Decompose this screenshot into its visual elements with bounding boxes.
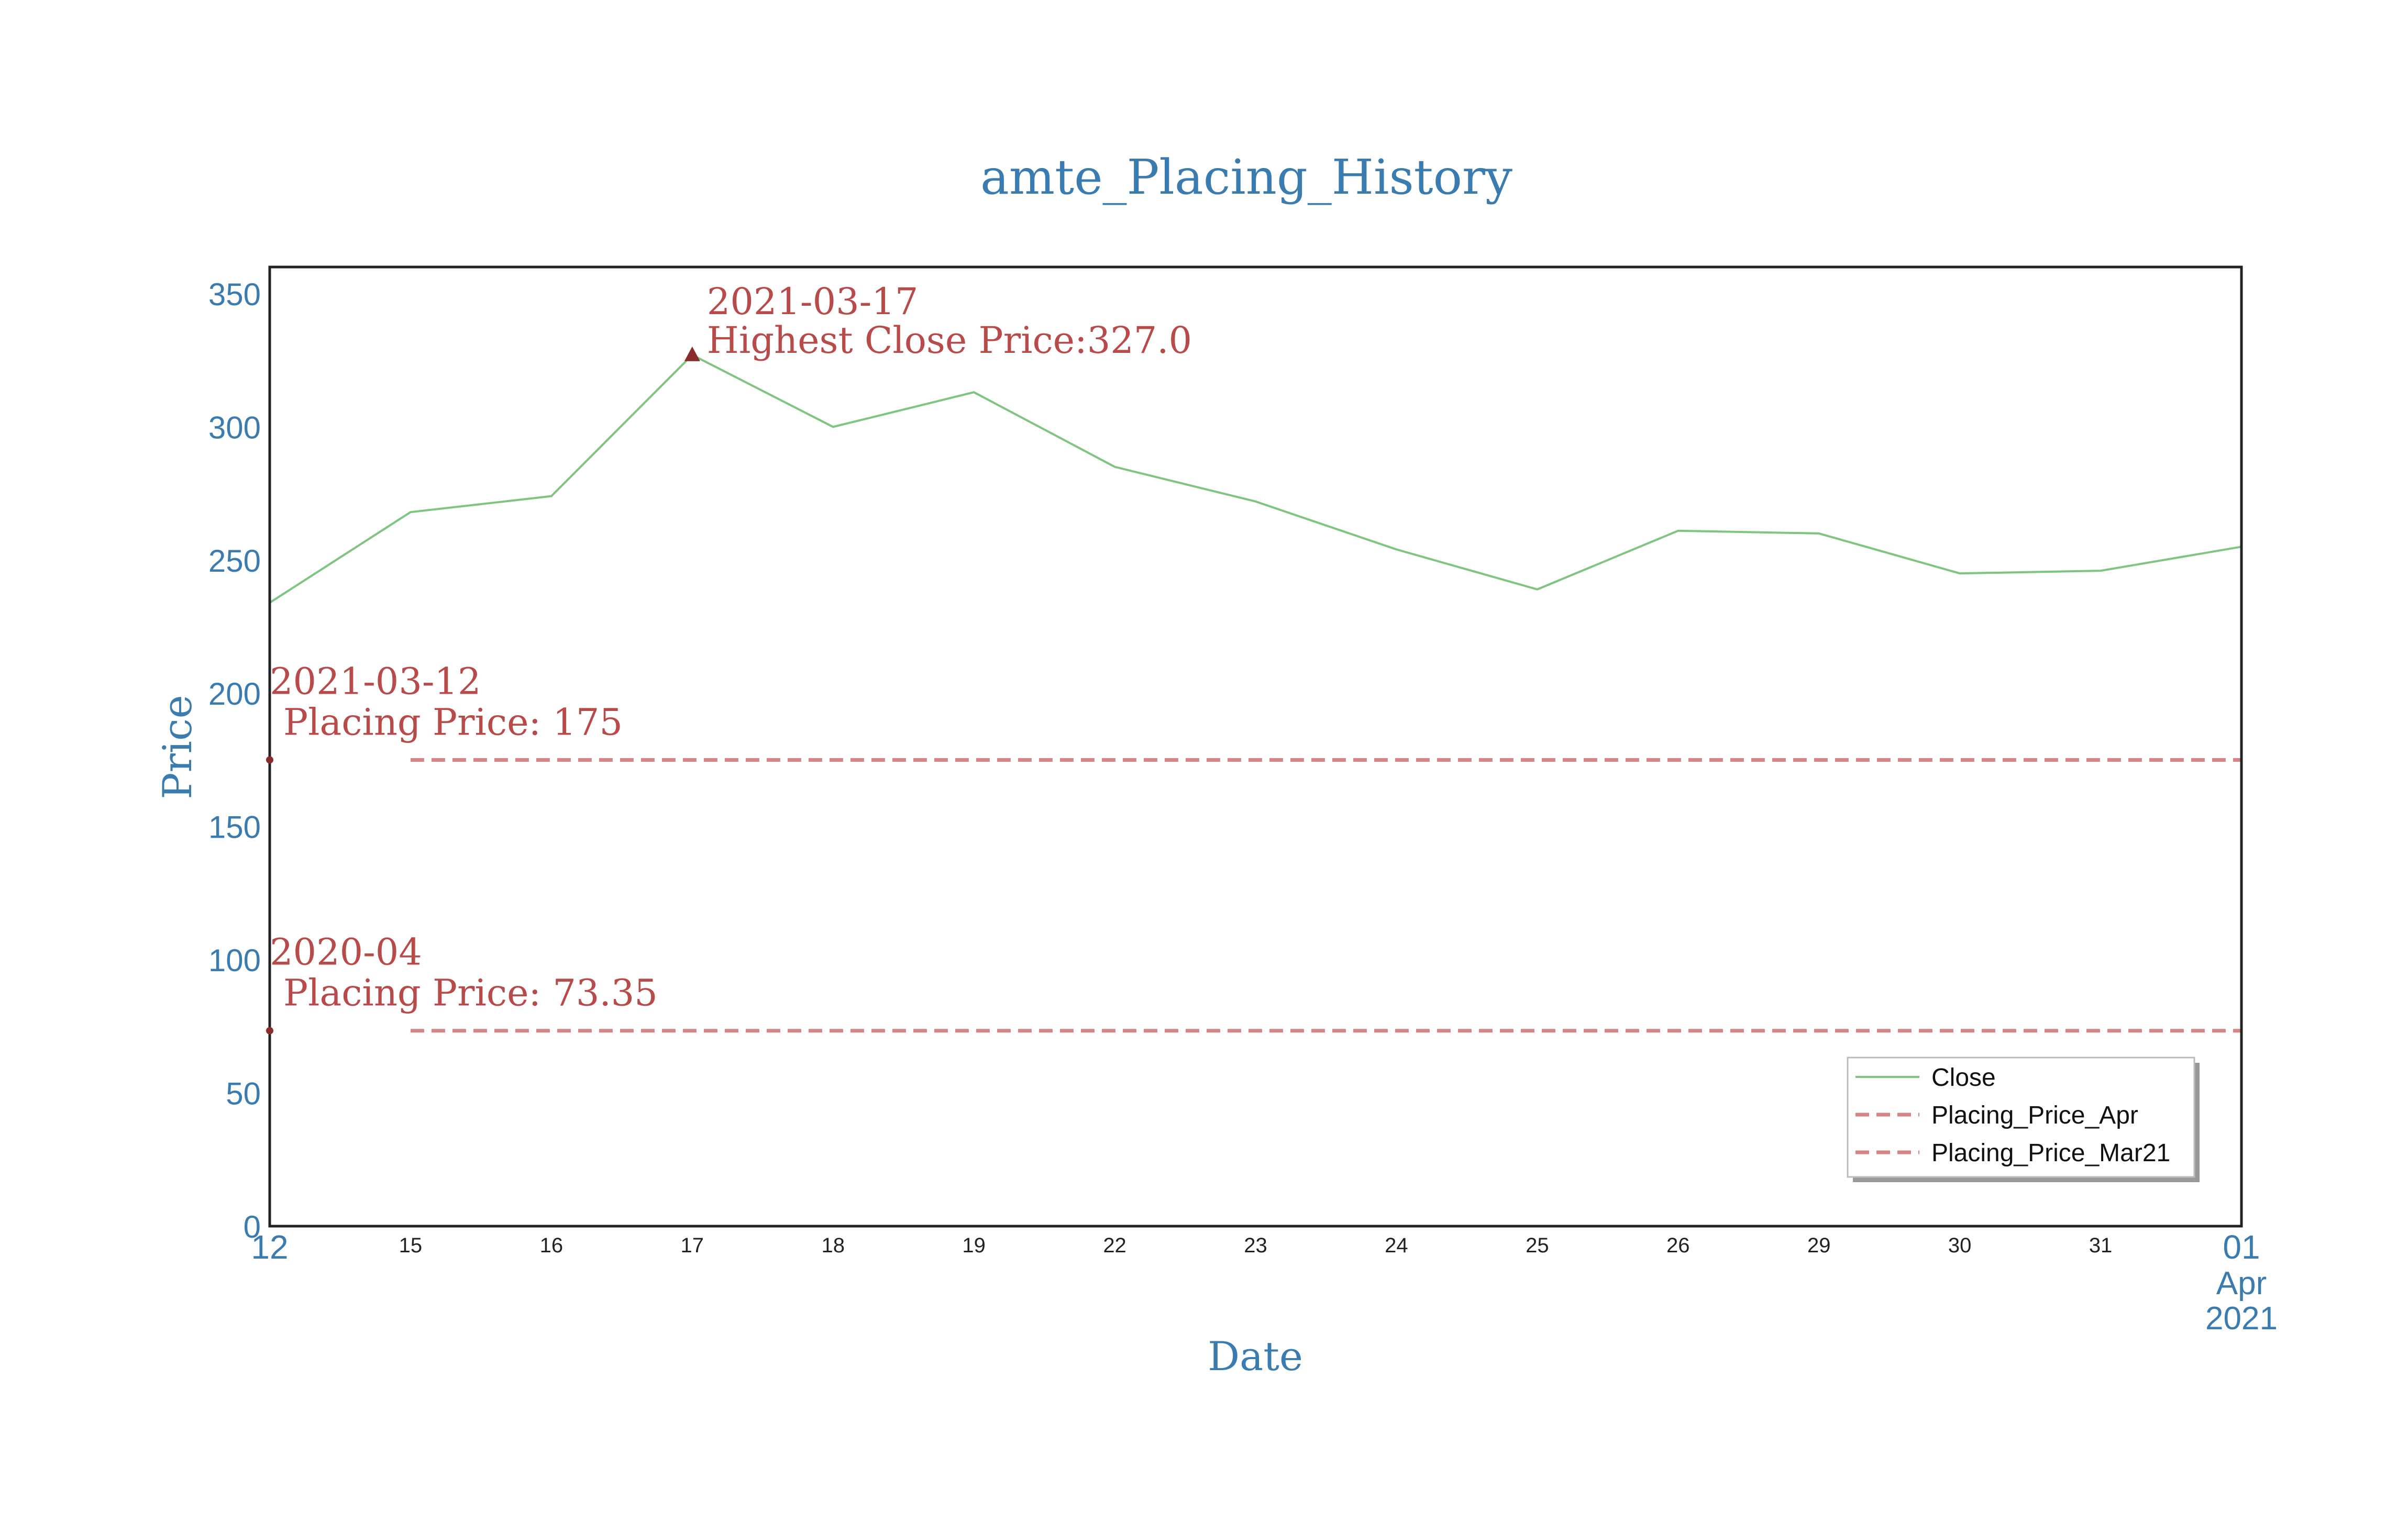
x-tick-label: 25 [1526,1234,1549,1257]
x-tick-label: 29 [1807,1234,1831,1257]
annotation-text: Placing Price: 73.35 [283,972,658,1015]
x-tick-label: Apr [2216,1265,2267,1302]
chart-title: amte_Placing_History [980,149,1512,205]
y-tick-label: 350 [208,277,261,312]
y-axis-title: Price [154,695,201,799]
highest-close-marker [684,346,700,361]
legend: Close Placing_Price_Apr Placing_Price_Mar2… [1847,1057,2200,1182]
x-tick-label: 12 [251,1228,288,1266]
x-tick-label: 19 [962,1234,986,1257]
y-axis-ticks: 0 50 100 150 200 250 300 350 [208,277,261,1244]
series-line-close [269,353,2242,604]
plot-content [269,353,2242,1033]
x-tick-label: 26 [1666,1234,1690,1257]
y-tick-label: 50 [226,1076,261,1111]
x-tick-label: 01 [2223,1228,2260,1266]
x-tick-label: 31 [2089,1234,2113,1257]
annotation-text: Highest Close Price:327.0 [707,319,1192,362]
plot-frame [268,265,2243,1228]
placing-price-marker [266,756,273,764]
legend-label: Placing_Price_Mar21 [1931,1139,2170,1167]
x-tick-label: 15 [399,1234,423,1257]
annotation-text: Placing Price: 175 [283,701,623,743]
y-tick-label: 300 [208,410,261,445]
legend-label: Close [1931,1064,1996,1092]
y-tick-label: 150 [208,810,261,845]
x-tick-label: 24 [1385,1234,1408,1257]
x-tick-label: 30 [1948,1234,1972,1257]
annotation-date: 2020-04 [270,931,422,974]
x-tick-label: 18 [821,1234,845,1257]
annotation-date: 2021-03-17 [707,280,919,323]
x-axis-title: Date [1208,1333,1303,1380]
annotation-date: 2021-03-12 [270,660,481,703]
legend-label: Placing_Price_Apr [1931,1102,2138,1129]
x-tick-label: 23 [1244,1234,1267,1257]
y-tick-label: 0 [244,1209,261,1244]
x-tick-label: 22 [1103,1234,1126,1257]
y-tick-label: 250 [208,543,261,579]
x-tick-label: 2021 [2205,1300,2278,1337]
x-tick-label: 17 [681,1234,704,1257]
legend-entries: Close Placing_Price_Apr Placing_Price_Mar2… [1855,1064,2170,1167]
y-tick-label: 100 [208,943,261,978]
y-tick-label: 200 [208,676,261,712]
x-tick-label: 16 [540,1234,564,1257]
placing-price-marker [266,1027,273,1035]
